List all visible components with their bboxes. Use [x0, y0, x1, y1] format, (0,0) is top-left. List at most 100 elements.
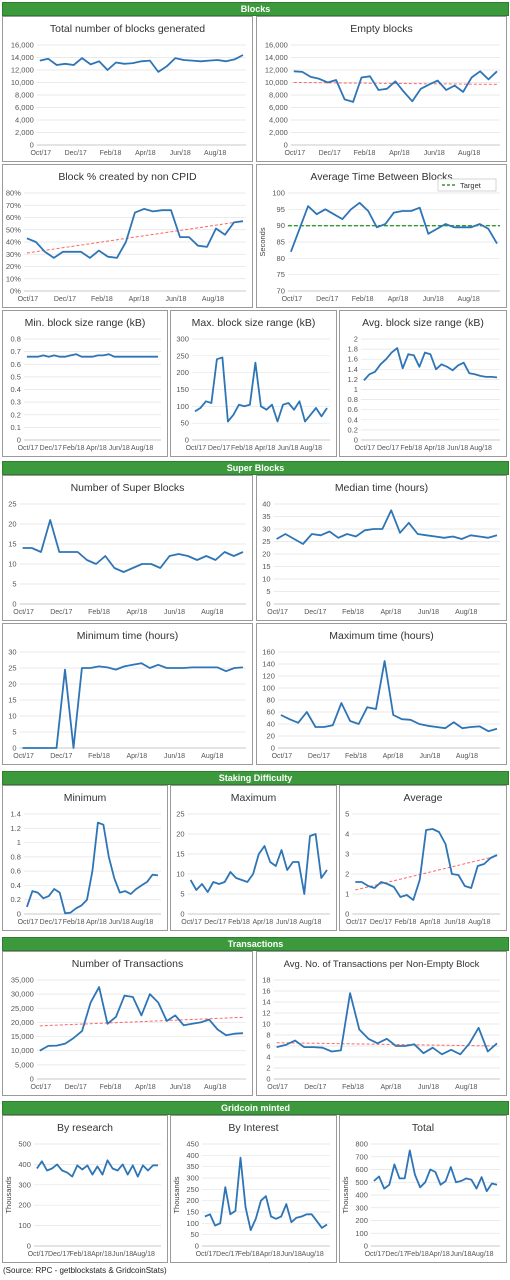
x-tick-label: Aug/18 — [202, 296, 224, 303]
x-tick-label: Jun/18 — [165, 296, 186, 303]
by-interest-title: By Interest — [228, 1122, 278, 1134]
y-tick-label: 1.2 — [10, 824, 20, 833]
x-tick-label: Jun/18 — [109, 919, 130, 926]
x-tick-label: Jun/18 — [170, 1084, 191, 1091]
x-tick-label: Apr/18 — [380, 609, 401, 616]
x-tick-label: Aug/18 — [299, 919, 321, 926]
y-tick-label: 5 — [345, 810, 349, 819]
y-tick-label: 15 — [8, 696, 16, 705]
y-tick-label: 1.4 — [10, 810, 20, 819]
y-tick-label: 85 — [277, 238, 285, 247]
x-tick-label: Aug/18 — [131, 445, 153, 452]
panel-super-blocks: Number of Super Blocks 0 5 10 15 20 25 Oct/17 De… — [2, 475, 253, 621]
x-tick-label: Dec/17 — [377, 445, 399, 452]
y-tick-label: 0.4 — [347, 415, 357, 424]
y-tick-label: 450 — [186, 1140, 199, 1149]
panel-maximum-time: Maximum time (hours) 0 20 40 60 80 100 120 140 16… — [256, 623, 507, 765]
y-tick-label: 16 — [262, 987, 270, 996]
x-tick-label: Oct/17 — [355, 445, 376, 452]
y-tick-label: 5,000 — [15, 1060, 34, 1069]
x-tick-label: Oct/17 — [284, 150, 305, 157]
y-tick-label: 0.5 — [10, 372, 20, 381]
x-tick-label: Oct/17 — [272, 753, 293, 760]
y-tick-label: 0.8 — [10, 852, 20, 861]
tx-per-block-series-line — [276, 992, 498, 1056]
x-tick-label: Feb/18 — [63, 919, 85, 926]
y-tick-label: 400 — [186, 1151, 199, 1160]
x-tick-label: Oct/17 — [18, 445, 39, 452]
x-tick-label: Aug/18 — [133, 1251, 155, 1258]
x-tick-label: Oct/17 — [186, 445, 207, 452]
y-tick-label: 0 — [266, 600, 270, 609]
section-header-gridcoin: Gridcoin minted — [2, 1101, 509, 1115]
y-tick-label: 25 — [262, 537, 270, 546]
transactions-chart: Number of Transactions 0 5,000 10,000 15,000… — [11, 958, 246, 1091]
x-tick-label: Dec/17 — [316, 296, 338, 303]
transactions-title: Number of Transactions — [72, 958, 183, 970]
x-tick-label: Apr/18 — [86, 445, 107, 452]
x-tick-label: Dec/17 — [40, 445, 62, 452]
x-tick-label: Dec/17 — [370, 919, 392, 926]
y-tick-label: 0.8 — [347, 395, 357, 404]
y-tick-label: 1.4 — [347, 365, 357, 374]
y-tick-label: 350 — [186, 1162, 199, 1171]
y-tick-label: 120 — [262, 672, 275, 681]
avg-time-chart: Average Time Between Blocks Seconds 70 75 80… — [258, 171, 500, 303]
y-tick-label: 0 — [354, 436, 358, 445]
section-header-super-blocks: Super Blocks — [2, 461, 509, 475]
x-tick-label: Oct/17 — [267, 609, 288, 616]
total-minted-ylabel: Thousands — [341, 1176, 350, 1213]
y-tick-label: 400 — [355, 1191, 368, 1200]
y-tick-label: 0.2 — [10, 895, 20, 904]
y-tick-label: 1 — [345, 890, 349, 899]
x-tick-label: Aug/18 — [458, 150, 480, 157]
y-tick-label: 0.4 — [10, 881, 20, 890]
non-cpid-trendline — [26, 220, 244, 254]
x-tick-label: Oct/17 — [346, 919, 367, 926]
y-tick-label: 10,000 — [11, 1046, 34, 1055]
avg-time-series-line — [290, 201, 498, 253]
y-tick-label: 100 — [272, 189, 285, 198]
y-tick-label: 8 — [266, 1031, 270, 1040]
y-tick-label: 0 — [12, 600, 16, 609]
median-time-series-line — [276, 509, 498, 545]
non-cpid-title: Block % created by non CPID — [58, 171, 197, 183]
y-tick-label: 0.6 — [10, 360, 20, 369]
y-tick-label: 4,000 — [269, 116, 288, 125]
maximum-time-chart: Maximum time (hours) 0 20 40 60 80 100 120 140 16… — [262, 630, 500, 760]
x-tick-label: Feb/18 — [88, 753, 110, 760]
y-tick-label: 40% — [6, 238, 21, 247]
y-tick-label: 100 — [262, 684, 275, 693]
y-tick-label: 700 — [355, 1152, 368, 1161]
x-tick-label: Dec/17 — [308, 753, 330, 760]
min-block-size-chart: Min. block size range (kB) 0 0.1 0.2 0.3 0.4 0… — [10, 317, 161, 452]
y-tick-label: 1.8 — [347, 345, 357, 354]
y-tick-label: 25,000 — [11, 1004, 34, 1013]
panel-min-block-size: Min. block size range (kB) 0 0.1 0.2 0.3 0.4 0… — [2, 310, 168, 457]
y-tick-label: 250 — [176, 351, 189, 360]
max-block-size-series-line — [194, 356, 328, 423]
x-tick-label: Feb/18 — [354, 150, 376, 157]
by-interest-ylabel: Thousands — [172, 1176, 181, 1213]
y-tick-label: 14 — [262, 998, 270, 1007]
x-tick-label: Aug/18 — [201, 609, 223, 616]
x-tick-label: Aug/18 — [455, 1084, 477, 1091]
y-tick-label: 0 — [185, 436, 189, 445]
x-tick-label: Jun/18 — [418, 1084, 439, 1091]
x-tick-label: Feb/18 — [69, 1251, 91, 1258]
y-tick-label: 0% — [10, 287, 21, 296]
y-tick-label: 0 — [345, 910, 349, 919]
y-tick-label: 100 — [18, 1221, 31, 1230]
x-tick-label: Feb/18 — [100, 150, 122, 157]
y-tick-label: 30 — [8, 648, 16, 657]
y-tick-label: 250 — [186, 1185, 199, 1194]
y-tick-label: 10% — [6, 274, 21, 283]
y-tick-label: 35,000 — [11, 976, 34, 985]
y-tick-label: 18 — [262, 976, 270, 985]
x-tick-label: Feb/18 — [91, 296, 113, 303]
y-tick-label: 1 — [354, 385, 358, 394]
x-tick-label: Dec/17 — [48, 1251, 70, 1258]
x-tick-label: Oct/17 — [196, 1251, 217, 1258]
y-tick-label: 80 — [267, 696, 275, 705]
x-tick-label: Aug/18 — [456, 753, 478, 760]
